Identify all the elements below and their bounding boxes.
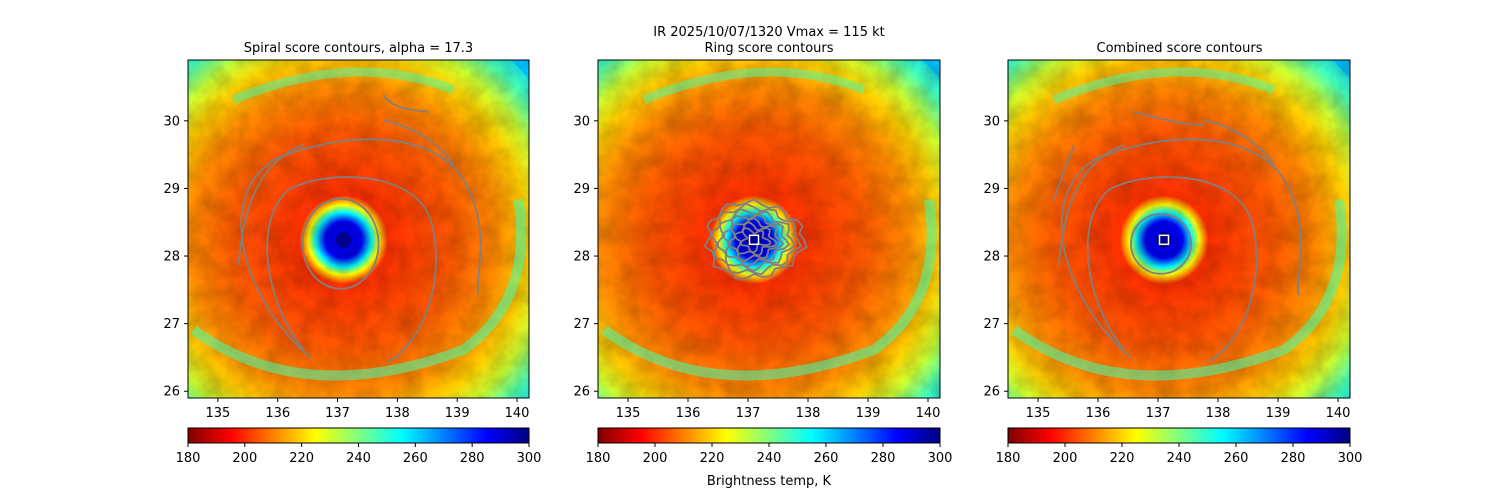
colorbar-tick-label: 200 — [643, 451, 668, 466]
colorbar-tick-label: 180 — [996, 451, 1021, 466]
contour-line — [1053, 110, 1205, 201]
panel-combined: Combined score contours 135 136 137 138 139 1… — [983, 41, 1363, 466]
contour-line — [1130, 212, 1192, 275]
x-tick-label: 140 — [1326, 406, 1351, 421]
center-marker — [748, 234, 760, 246]
x-tick-label: 139 — [1266, 406, 1291, 421]
colorbar-tick-label: 300 — [928, 451, 953, 466]
contour-line — [715, 208, 797, 273]
x-tick-label: 138 — [385, 406, 410, 421]
contour-line — [721, 213, 791, 268]
x-tick-label: 139 — [445, 406, 470, 421]
colorbar-label: Brightness temp, K — [707, 474, 832, 489]
colorbar-tick-label: 260 — [1224, 451, 1249, 466]
panel-title: Spiral score contours, alpha = 17.3 — [244, 41, 473, 56]
contour-line — [266, 176, 437, 363]
panel-ring: Ring score contours 135 136 137 138 139 140 26… — [573, 41, 953, 466]
colorbar-tick-label: 220 — [289, 451, 314, 466]
colorbar-tick-label: 180 — [176, 451, 201, 466]
suptitle: IR 2025/10/07/1320 Vmax = 115 kt — [653, 25, 884, 40]
contour-line — [727, 216, 785, 262]
colorbar-tick-label: 260 — [403, 451, 428, 466]
colorbar — [597, 427, 941, 444]
y-tick-label: 28 — [573, 250, 590, 265]
x-tick-label: 140 — [505, 406, 530, 421]
colorbar — [187, 427, 530, 444]
x-tick-label: 140 — [916, 406, 941, 421]
y-tick-label: 29 — [163, 182, 180, 197]
colorbar-tick-label: 300 — [517, 451, 542, 466]
contour-line — [382, 94, 429, 113]
contour-line — [1060, 138, 1302, 359]
panel-title: Ring score contours — [704, 41, 833, 56]
contour-line — [733, 221, 778, 257]
colorbar-tick-label: 240 — [1167, 451, 1192, 466]
colorbar-tick-label: 280 — [460, 451, 485, 466]
y-tick-label: 30 — [163, 114, 180, 129]
y-tick-label: 26 — [573, 385, 590, 400]
colorbar-tick-label: 240 — [346, 451, 371, 466]
x-tick-label: 136 — [1086, 406, 1111, 421]
x-tick-label: 136 — [265, 406, 290, 421]
y-tick-label: 28 — [163, 250, 180, 265]
colorbar-tick-label: 180 — [586, 451, 611, 466]
contour-line — [709, 202, 803, 276]
x-tick-label: 137 — [1146, 406, 1171, 421]
contour-line — [301, 197, 380, 290]
contour-line — [240, 138, 482, 359]
y-tick-label: 27 — [983, 317, 1000, 332]
colorbar-tick-label: 220 — [1110, 451, 1135, 466]
contour-line — [1058, 118, 1275, 265]
colorbar — [1007, 427, 1351, 444]
contour-line — [1086, 176, 1258, 363]
x-tick-label: 137 — [736, 406, 761, 421]
colorbar-tick-label: 280 — [1281, 451, 1306, 466]
y-tick-label: 28 — [983, 250, 1000, 265]
colorbar-tick-label: 200 — [232, 451, 257, 466]
y-tick-label: 27 — [163, 317, 180, 332]
colorbar-tick-label: 240 — [757, 451, 782, 466]
contour-line — [237, 118, 455, 265]
ir-image — [1008, 60, 1350, 398]
x-tick-label: 138 — [796, 406, 821, 421]
y-tick-label: 26 — [163, 385, 180, 400]
x-tick-label: 137 — [325, 406, 350, 421]
ir-image — [188, 60, 529, 398]
x-tick-label: 135 — [616, 406, 641, 421]
y-tick-label: 30 — [573, 114, 590, 129]
panel-title: Combined score contours — [1097, 41, 1263, 56]
y-tick-label: 26 — [983, 385, 1000, 400]
y-tick-label: 27 — [573, 317, 590, 332]
contour-line — [703, 198, 808, 280]
axes-frame — [1007, 59, 1351, 399]
axes-frame — [597, 59, 941, 399]
x-tick-label: 135 — [1026, 406, 1051, 421]
colorbar-tick-label: 260 — [814, 451, 839, 466]
axes-frame — [187, 59, 530, 399]
y-tick-label: 29 — [983, 182, 1000, 197]
colorbar-tick-label: 200 — [1053, 451, 1078, 466]
center-marker — [1158, 234, 1170, 246]
x-tick-label: 139 — [856, 406, 881, 421]
y-tick-label: 30 — [983, 114, 1000, 129]
x-tick-label: 135 — [205, 406, 230, 421]
y-tick-label: 29 — [573, 182, 590, 197]
x-tick-label: 138 — [1206, 406, 1231, 421]
colorbar-tick-label: 220 — [700, 451, 725, 466]
colorbar-tick-label: 280 — [871, 451, 896, 466]
x-tick-label: 136 — [676, 406, 701, 421]
panel-spiral: Spiral score contours, alpha = 17.3 135 1… — [163, 41, 542, 466]
colorbar-tick-label: 300 — [1338, 451, 1363, 466]
